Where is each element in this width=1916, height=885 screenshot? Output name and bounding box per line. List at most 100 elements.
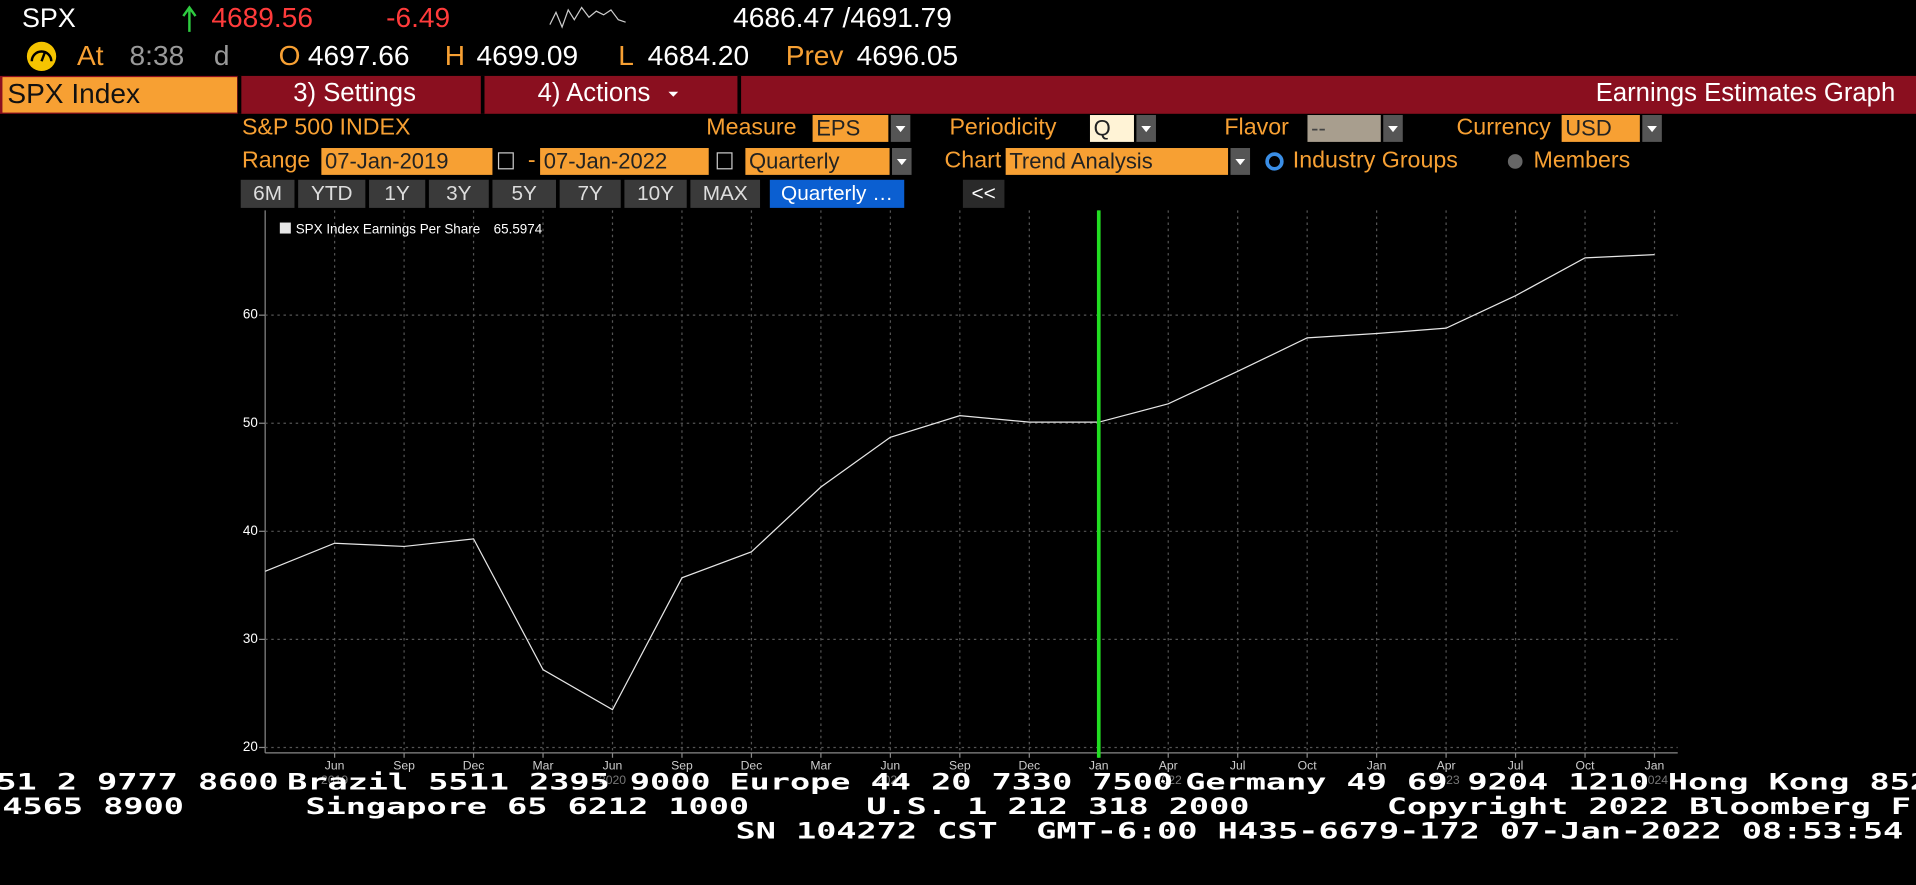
at-label: At (77, 40, 104, 71)
flavor-label: Flavor (1224, 114, 1289, 140)
gauge-icon (26, 41, 57, 72)
periodicity[interactable]: Q (1094, 115, 1111, 140)
7[interactable]: MAX (703, 182, 748, 205)
field[interactable] (540, 148, 709, 175)
field[interactable] (321, 148, 493, 175)
dropdown-arrow (1141, 126, 1152, 133)
field[interactable] (1089, 115, 1134, 142)
footer-text: U.S. 1 212 318 2000 (866, 795, 1249, 820)
period-button[interactable] (298, 179, 366, 208)
legend-label: SPX Index Earnings Per Share (296, 221, 481, 236)
prev: 4696.05 (857, 40, 959, 71)
x-tick-label: Jul (1230, 759, 1246, 773)
3[interactable]: 3Y (446, 182, 472, 205)
currency[interactable]: USD (1565, 115, 1611, 140)
gauge-needle (30, 50, 53, 62)
security-box[interactable] (2, 77, 238, 113)
period-button[interactable] (769, 179, 905, 208)
x-tick-label: Jun (603, 759, 623, 773)
period-button[interactable] (690, 179, 761, 208)
x-tick-label: Sep (949, 759, 971, 773)
x-year-label: 2019 (321, 773, 348, 787)
x-tick-label: Jun (881, 759, 901, 773)
up-arrow (182, 5, 197, 32)
start-date[interactable]: 07-Jan-2019 (325, 148, 448, 173)
dropdown-arrow (1388, 126, 1398, 133)
x-tick-label: Oct (1576, 759, 1596, 773)
footer-text: Europe 44 20 7330 7500 (729, 770, 1173, 795)
x-tick-label: Jan (1089, 759, 1109, 773)
period-button[interactable] (428, 179, 489, 208)
collapse[interactable]: << (972, 182, 996, 205)
security[interactable]: SPX Index (7, 78, 140, 109)
high-label: H (445, 40, 465, 71)
collapse-button[interactable] (962, 179, 1005, 208)
high: 4699.09 (477, 40, 579, 71)
low: 4684.20 (648, 40, 750, 71)
field[interactable] (1307, 115, 1381, 142)
active-period[interactable]: Quarterly … (781, 182, 893, 205)
option-industry: Industry Groups (1293, 147, 1458, 173)
actions[interactable]: 4) Actions (538, 79, 651, 107)
period-button[interactable] (559, 179, 621, 208)
field[interactable] (1561, 115, 1640, 142)
chart-mode[interactable]: Trend Analysis (1009, 148, 1152, 173)
x-year-label: 2021 (877, 773, 904, 787)
4[interactable]: 5Y (512, 182, 538, 205)
x-year-label: 2024 (1641, 773, 1668, 787)
x-tick-label: Mar (533, 759, 554, 773)
settings[interactable]: 3) Settings (293, 79, 416, 107)
open-label: O (279, 40, 301, 71)
series-line (264, 254, 1655, 711)
y-tick-label: 60 (243, 307, 258, 322)
low-label: L (618, 40, 634, 71)
period-button[interactable] (492, 179, 556, 208)
field[interactable] (1005, 148, 1229, 175)
dropdown-arrow (1647, 126, 1657, 133)
field[interactable] (745, 148, 890, 175)
x-tick-label: Mar (810, 759, 831, 773)
x-tick-label: Sep (393, 759, 415, 773)
menu-bar (0, 75, 1916, 114)
x-year-label: 2023 (1433, 773, 1460, 787)
time-flag: d (214, 40, 230, 71)
date-separator: - (528, 147, 536, 173)
dropdown-arrow (1235, 159, 1246, 166)
measure-label: Measure (706, 114, 796, 140)
x-tick-label: Sep (671, 759, 693, 773)
bid-ask: 4686.47 /4691.79 (733, 2, 952, 33)
x-year-label: 2022 (1155, 773, 1182, 787)
x-tick-label: Dec (741, 759, 763, 773)
time: 8:38 (130, 40, 185, 71)
period-button[interactable] (369, 179, 426, 208)
periodicity-label: Periodicity (949, 114, 1056, 140)
2[interactable]: 1Y (384, 182, 410, 205)
measure[interactable]: EPS (816, 115, 860, 140)
period-button[interactable] (624, 179, 687, 208)
footer-text: 51 2 9777 8600 (0, 770, 279, 795)
end-date[interactable]: 07-Jan-2022 (544, 148, 667, 173)
x-tick-label: Apr (1159, 759, 1178, 773)
dropdown-arrow (896, 159, 907, 166)
y-tick-label: 40 (243, 523, 258, 538)
index-name: S&P 500 INDEX (242, 114, 411, 140)
function-title: Earnings Estimates Graph (1596, 79, 1895, 107)
x-tick-label: Dec (1018, 759, 1040, 773)
x-tick-label: Dec (463, 759, 485, 773)
1[interactable]: YTD (311, 182, 353, 205)
0[interactable]: 6M (253, 182, 282, 205)
sparkline (549, 6, 626, 29)
frequency[interactable]: Quarterly (749, 148, 839, 173)
field[interactable] (812, 115, 889, 142)
period-button[interactable] (240, 179, 295, 208)
flavor[interactable]: -- (1311, 115, 1326, 140)
footer-text: SN 104272 CST (736, 819, 998, 844)
6[interactable]: 10Y (637, 182, 674, 205)
range-label: Range (242, 147, 310, 173)
x-tick-label: Jul (1508, 759, 1524, 773)
open: 4697.66 (308, 40, 410, 71)
footer-text: GMT-6:00 H435-6679-172 07-Jan-2022 08:53… (1036, 819, 1903, 844)
radio[interactable] (1507, 154, 1523, 169)
radio[interactable] (1265, 152, 1284, 171)
5[interactable]: 7Y (577, 182, 603, 205)
